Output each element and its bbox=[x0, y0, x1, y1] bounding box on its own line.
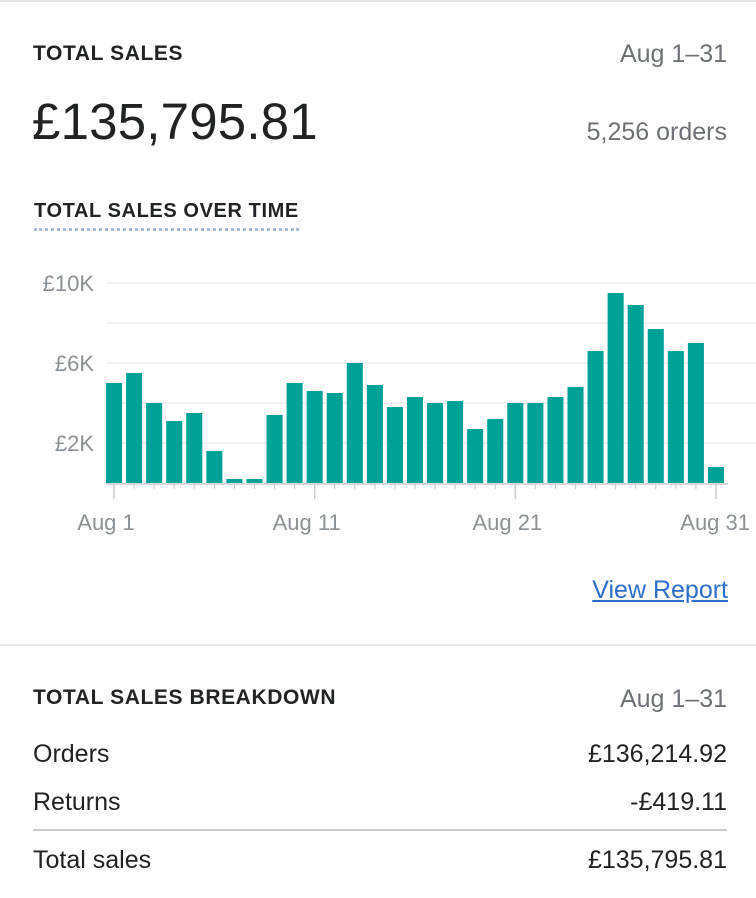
bar-aug-8[interactable] bbox=[246, 479, 263, 483]
x-tick-label: Aug 11 bbox=[273, 510, 341, 535]
breakdown-divider bbox=[33, 829, 727, 831]
total-sales-title: TOTAL SALES bbox=[33, 42, 184, 65]
bar-aug-18[interactable] bbox=[447, 401, 464, 483]
bar-aug-12[interactable] bbox=[326, 393, 343, 483]
bar-aug-14[interactable] bbox=[366, 385, 383, 483]
bar-aug-21[interactable] bbox=[507, 403, 524, 483]
breakdown-date-range: Aug 1–31 bbox=[619, 685, 727, 713]
bar-aug-20[interactable] bbox=[487, 419, 504, 483]
y-tick-label: £2K bbox=[55, 431, 94, 456]
bar-aug-28[interactable] bbox=[647, 329, 664, 483]
section-divider bbox=[0, 644, 756, 646]
bar-aug-19[interactable] bbox=[467, 429, 484, 483]
x-tick-label: Aug 21 bbox=[472, 510, 542, 535]
bar-aug-5[interactable] bbox=[186, 413, 203, 483]
bar-aug-4[interactable] bbox=[166, 421, 183, 483]
chart-title[interactable]: TOTAL SALES OVER TIME bbox=[34, 200, 299, 231]
breakdown-title: TOTAL SALES BREAKDOWN bbox=[33, 686, 337, 709]
total-sales-value: £135,795.81 bbox=[32, 93, 318, 150]
bar-aug-1[interactable] bbox=[106, 383, 123, 483]
bar-aug-11[interactable] bbox=[306, 391, 323, 483]
bar-aug-17[interactable] bbox=[427, 403, 444, 483]
bar-aug-13[interactable] bbox=[346, 363, 363, 483]
bar-aug-6[interactable] bbox=[206, 451, 223, 483]
sales-bar-chart: £10K £6K £2K Aug 1 Aug 11 Aug 21 Aug 31 bbox=[43, 271, 756, 535]
bar-aug-26[interactable] bbox=[607, 293, 624, 483]
view-report-link[interactable]: View Report bbox=[592, 576, 728, 604]
bar-aug-10[interactable] bbox=[286, 383, 303, 483]
bar-aug-7[interactable] bbox=[226, 479, 243, 483]
bar-aug-29[interactable] bbox=[667, 351, 684, 483]
y-tick-label: £6K bbox=[55, 351, 94, 376]
y-tick-label: £10K bbox=[43, 271, 95, 296]
x-tick-label: Aug 31 bbox=[680, 510, 750, 535]
top-border bbox=[0, 0, 756, 2]
bar-aug-15[interactable] bbox=[386, 407, 403, 483]
bar-aug-30[interactable] bbox=[687, 343, 704, 483]
bar-aug-9[interactable] bbox=[266, 415, 283, 483]
bar-aug-24[interactable] bbox=[567, 387, 584, 483]
bar-aug-2[interactable] bbox=[126, 373, 143, 483]
bar-aug-3[interactable] bbox=[146, 403, 163, 483]
bar-aug-22[interactable] bbox=[527, 403, 544, 483]
returns-label: Returns bbox=[33, 788, 121, 816]
bar-aug-31[interactable] bbox=[707, 467, 724, 483]
orders-label: Orders bbox=[33, 740, 110, 768]
date-range: Aug 1–31 bbox=[619, 40, 727, 68]
orders-count: 5,256 orders bbox=[586, 118, 727, 146]
total-sales-label: Total sales bbox=[33, 846, 152, 874]
returns-value: -£419.11 bbox=[630, 788, 727, 816]
bar-aug-23[interactable] bbox=[547, 397, 564, 483]
x-tick-label: Aug 1 bbox=[77, 510, 135, 535]
total-sales-breakdown-value: £135,795.81 bbox=[587, 846, 727, 874]
bar-aug-16[interactable] bbox=[406, 397, 424, 483]
bar-aug-25[interactable] bbox=[587, 351, 604, 483]
bar-aug-27[interactable] bbox=[627, 305, 644, 483]
orders-value: £136,214.92 bbox=[587, 740, 727, 768]
